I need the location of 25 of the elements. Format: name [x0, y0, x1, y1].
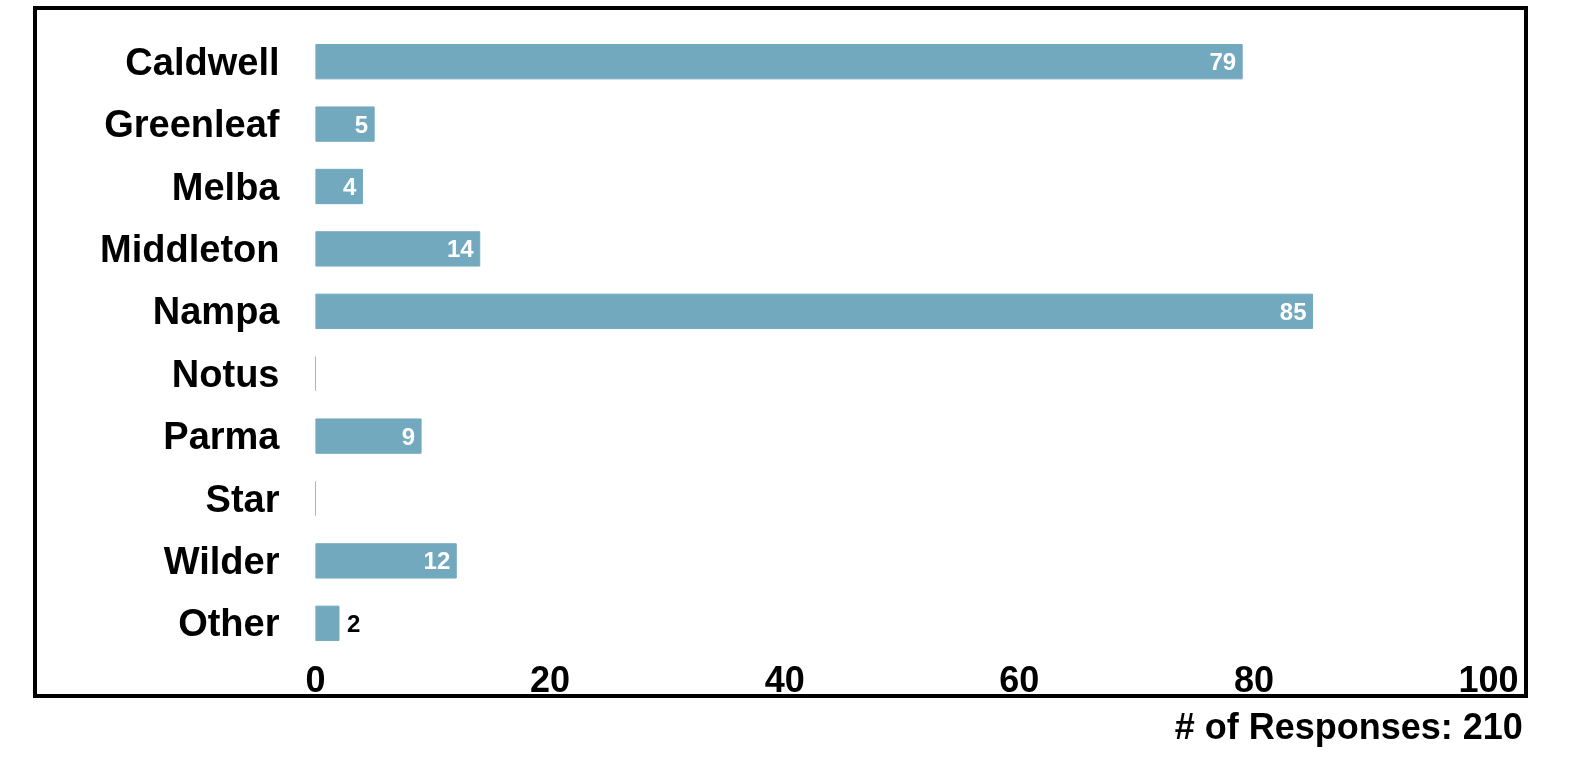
x-tick-label: 100 [1458, 658, 1519, 700]
y-tick-label: Star [205, 477, 280, 520]
x-tick-label: 80 [1233, 658, 1274, 700]
data-label: 85 [1279, 297, 1307, 325]
y-tick-label: Caldwell [125, 40, 280, 83]
y-tick-label: Melba [171, 165, 281, 208]
data-label: 4 [343, 173, 358, 200]
data-label: 9 [401, 422, 416, 450]
y-tick-label: Wilder [163, 539, 280, 582]
x-tick-label: 0 [305, 658, 326, 700]
data-label: 2 [346, 609, 361, 637]
y-tick-label: Notus [171, 352, 280, 395]
data-label: 5 [354, 110, 369, 138]
y-tick-label: Parma [163, 415, 281, 458]
data-label: 79 [1209, 48, 1237, 76]
data-label: 14 [447, 235, 475, 263]
y-tick-label: Middleton [100, 227, 280, 270]
y-tick-label: Nampa [152, 290, 281, 333]
text: # of Responses: 210 [1174, 706, 1523, 747]
x-tick-label: 20 [530, 658, 571, 700]
x-tick-label: 60 [999, 658, 1040, 700]
x-tick-label: 40 [764, 658, 805, 700]
y-tick-label: Other [178, 602, 280, 645]
data-label: 12 [423, 547, 451, 575]
y-tick-label: Greenleaf [104, 103, 280, 146]
